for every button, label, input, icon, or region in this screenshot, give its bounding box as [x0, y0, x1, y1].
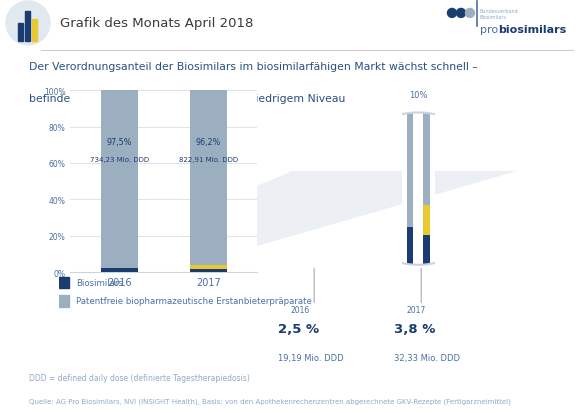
Bar: [407, 227, 414, 268]
Circle shape: [466, 9, 474, 18]
Text: Biosimilars: Biosimilars: [76, 278, 123, 287]
Text: Patentfreie biopharmazeutische Erstanbieterpräparate: Patentfreie biopharmazeutische Erstanbie…: [76, 297, 312, 306]
Text: 96,2%: 96,2%: [196, 137, 221, 146]
Text: 734,23 Mio. DDD: 734,23 Mio. DDD: [90, 157, 149, 163]
Text: 2,5 %: 2,5 %: [278, 322, 319, 335]
Text: 822,91 Mio. DDD: 822,91 Mio. DDD: [179, 157, 238, 163]
Text: Quelle: AG Pro Biosimilars, NVI (INSIGHT Health), Basis: von den Apothekenrechen: Quelle: AG Pro Biosimilars, NVI (INSIGHT…: [29, 397, 511, 404]
Bar: [423, 235, 430, 268]
Text: Der Verordnungsanteil der Biosimilars im biosimilarfähigen Markt wächst schnell : Der Verordnungsanteil der Biosimilars im…: [29, 62, 478, 72]
Bar: [58, 296, 69, 307]
Text: 10%: 10%: [409, 91, 428, 100]
Circle shape: [456, 9, 466, 18]
Bar: [407, 103, 414, 227]
Bar: [101, 91, 138, 268]
Text: DDD = defined daily dose (definierte Tagestherapiedosis): DDD = defined daily dose (definierte Tag…: [29, 373, 250, 382]
Text: 3,8 %: 3,8 %: [394, 322, 435, 335]
Circle shape: [6, 2, 50, 46]
Bar: [423, 206, 430, 235]
Bar: [18, 24, 23, 42]
Text: Bundesverband
Biosimilars: Bundesverband Biosimilars: [480, 9, 519, 20]
Text: befindet sich aber immer noch auf sehr niedrigem Niveau: befindet sich aber immer noch auf sehr n…: [29, 93, 346, 103]
Polygon shape: [97, 171, 518, 254]
Bar: [32, 20, 37, 42]
Text: Grafik des Monats April 2018: Grafik des Monats April 2018: [60, 17, 253, 30]
Text: 97,5%: 97,5%: [106, 137, 132, 146]
Text: 2017: 2017: [407, 306, 426, 315]
Bar: [25, 12, 30, 42]
Bar: [58, 277, 69, 288]
Text: pro: pro: [480, 25, 498, 35]
Text: 19,19 Mio. DDD: 19,19 Mio. DDD: [278, 353, 343, 362]
Text: 2016: 2016: [291, 306, 310, 315]
Bar: [190, 266, 227, 269]
Polygon shape: [342, 113, 494, 265]
Text: 32,33 Mio. DDD: 32,33 Mio. DDD: [394, 353, 460, 362]
Bar: [190, 91, 227, 266]
Bar: [423, 103, 430, 206]
Bar: [101, 268, 138, 273]
Text: biosimilars: biosimilars: [498, 25, 566, 35]
Circle shape: [448, 9, 456, 18]
Bar: [190, 266, 227, 273]
